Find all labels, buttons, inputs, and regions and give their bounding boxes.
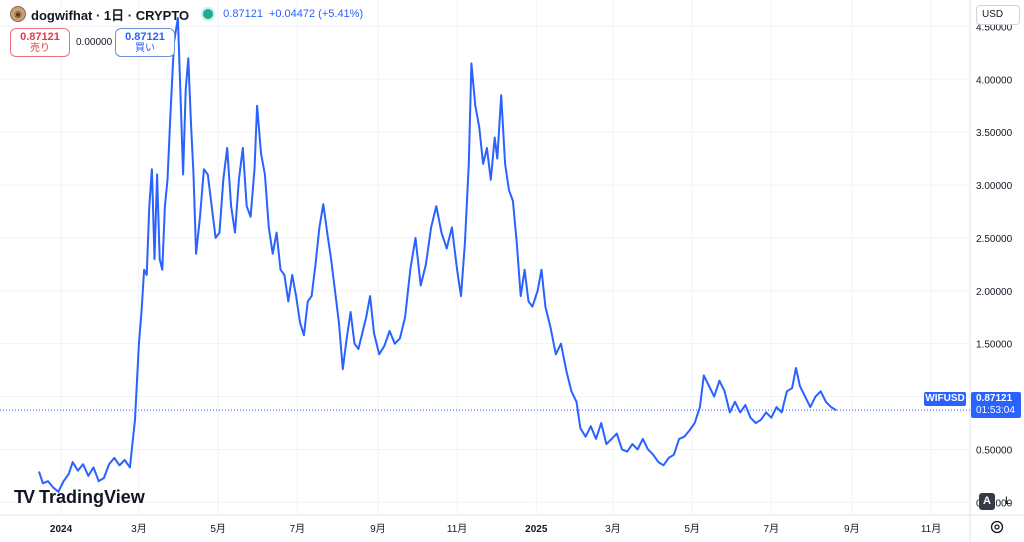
x-tick-label: 3月 bbox=[605, 523, 621, 535]
sell-button[interactable]: 0.87121 売り bbox=[10, 28, 70, 57]
x-tick-label: 5月 bbox=[210, 523, 226, 535]
auto-scale-button[interactable]: A bbox=[979, 493, 995, 510]
header-change: +0.04472 (+5.41%) bbox=[268, 8, 364, 20]
x-tick-label: 3月 bbox=[131, 523, 147, 535]
price-line-series bbox=[38, 17, 837, 493]
x-tick-label: 2025 bbox=[525, 524, 548, 535]
grid-lines bbox=[0, 0, 970, 515]
y-tick-label: 0.50000 bbox=[976, 445, 1013, 456]
last-price-tag: 0.87121 01:53:04 bbox=[971, 392, 1021, 418]
y-tick-label: 1.50000 bbox=[976, 340, 1013, 351]
y-tick-label: 3.00000 bbox=[976, 181, 1013, 192]
x-tick-label: 5月 bbox=[684, 523, 700, 535]
x-tick-label: 11月 bbox=[921, 523, 941, 535]
buy-label: 買い bbox=[135, 43, 155, 54]
x-tick-label: 7月 bbox=[764, 523, 780, 535]
time-axis-labels: 2024 3月 5月 7月 9月 11月 2025 3月 5月 7月 9月 11月 bbox=[50, 523, 941, 535]
header-price: 0.87121 bbox=[223, 8, 263, 20]
sell-price: 0.87121 bbox=[20, 31, 60, 43]
coin-logo-icon: ◉ bbox=[10, 6, 26, 22]
buy-button[interactable]: 0.87121 買い bbox=[115, 28, 175, 57]
currency-selector[interactable]: USD bbox=[976, 5, 1020, 25]
watermark-text: TradingView bbox=[39, 487, 145, 507]
sell-label: 売り bbox=[30, 43, 50, 54]
y-tick-label: 4.50000 bbox=[976, 22, 1013, 33]
last-price-value: 0.87121 bbox=[976, 393, 1013, 404]
x-tick-label: 2024 bbox=[50, 524, 73, 535]
y-tick-label: 3.50000 bbox=[976, 128, 1013, 139]
price-axis-labels: 0.000000.500001.000001.500002.000002.500… bbox=[976, 22, 1013, 509]
symbol-tag: WIFUSD bbox=[924, 392, 966, 406]
x-tick-label: 9月 bbox=[370, 523, 386, 535]
symbol-header: ◉ dogwifhat · 1日 · CRYPTO 0.87121 +0.044… bbox=[10, 5, 363, 23]
log-scale-button[interactable]: L bbox=[1004, 495, 1012, 507]
symbol-title[interactable]: dogwifhat · 1日 · CRYPTO bbox=[31, 7, 190, 23]
y-tick-label: 4.00000 bbox=[976, 75, 1013, 86]
settings-gear-icon[interactable] bbox=[989, 519, 1005, 535]
bar-countdown: 01:53:04 bbox=[976, 405, 1015, 416]
y-tick-label: 2.00000 bbox=[976, 287, 1013, 298]
buy-price: 0.87121 bbox=[125, 31, 165, 43]
plot-background bbox=[0, 0, 970, 515]
tradingview-logo-icon: TV bbox=[14, 487, 35, 507]
x-tick-label: 11月 bbox=[447, 523, 467, 535]
x-tick-label: 7月 bbox=[290, 523, 306, 535]
y-tick-label: 2.50000 bbox=[976, 234, 1013, 245]
market-status-icon[interactable] bbox=[203, 9, 214, 19]
tradingview-watermark[interactable]: TV TradingView bbox=[14, 487, 145, 508]
x-tick-label: 9月 bbox=[844, 523, 860, 535]
spread-value: 0.00000 bbox=[76, 37, 113, 48]
